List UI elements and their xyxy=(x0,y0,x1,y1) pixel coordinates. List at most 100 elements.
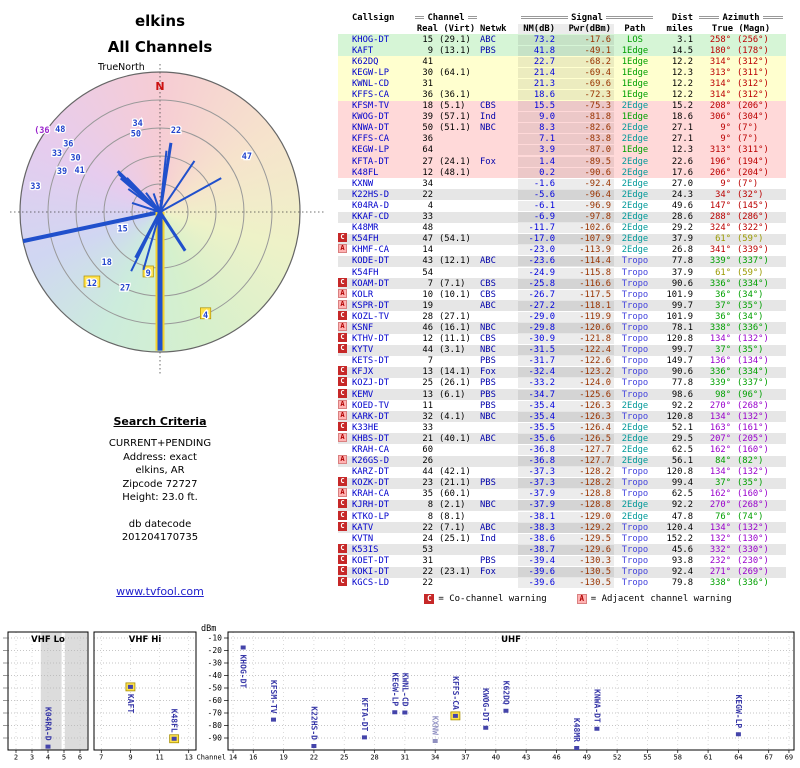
radar-channel-label: 48 xyxy=(55,125,65,135)
station-marker xyxy=(452,713,458,718)
channel-tick-label: 64 xyxy=(734,754,742,762)
table-row: C KOAM-DT 7 (7.1) CBS -25.8 -116.6 Tropo 90.6 336… xyxy=(338,277,786,290)
azimuth-magnetic-cell: (59°) xyxy=(737,234,764,245)
azimuth-true-cell: 37° xyxy=(715,478,731,489)
station-callsign-label: K48MR xyxy=(572,718,581,742)
callsign-cell: KSPR-DT xyxy=(352,300,390,311)
channel-tick-label: 5 xyxy=(62,754,66,762)
noise-margin-cell: -37.3 xyxy=(518,467,558,478)
azimuth-true-cell: 338° xyxy=(709,322,731,333)
distance-cell: 12.2 xyxy=(671,90,693,101)
co-channel-warning-badge: C xyxy=(338,233,347,243)
path-cell: Tropo xyxy=(621,533,649,544)
path-cell: Tropo xyxy=(621,322,649,333)
page-subtitle: All Channels xyxy=(107,38,213,56)
power-cell: -69.4 xyxy=(558,67,614,78)
path-cell: 2Edge xyxy=(621,167,649,178)
radar-label-highlight xyxy=(200,307,212,320)
path-cell: 1Edge xyxy=(621,112,649,123)
distance-cell: 120.8 xyxy=(666,411,693,422)
adjacent-channel-warning-badge: A xyxy=(338,299,347,309)
radar-channel-label: 33 xyxy=(30,182,40,192)
channel-tick-label: 67 xyxy=(765,754,773,762)
co-channel-warning-badge: C xyxy=(338,377,347,387)
radar-pointer-line xyxy=(159,150,168,213)
table-row: KARZ-DT 44 (42.1) -37.3 -128.2 Tropo 120.8 134°… xyxy=(338,466,786,478)
radar-channel-label: 22 xyxy=(171,126,181,136)
azimuth-true-cell: 338° xyxy=(709,578,731,589)
signal-group-header: Signal xyxy=(518,13,656,23)
azimuth-magnetic-cell: (132°) xyxy=(737,411,769,422)
datecode-value: 201204170735 xyxy=(121,532,199,543)
table-row: KETS-DT 7 PBS -31.7 -122.6 Tropo 149.7 136° (134… xyxy=(338,355,786,367)
station-callsign-label: KFFS-CA xyxy=(451,676,460,710)
table-row: KAFT 9 (13.1) PBS 41.8 -49.1 1Edge 14.5 180° (178… xyxy=(338,45,786,57)
noise-margin-cell: -17.0 xyxy=(518,234,558,245)
tvfool-link[interactable]: www.tvfool.com xyxy=(116,585,204,598)
azimuth-true-cell: 134° xyxy=(709,334,731,345)
warning-cell: A xyxy=(338,299,352,312)
miles-header: miles xyxy=(666,23,693,34)
channel-tick-label: 58 xyxy=(674,754,682,762)
real-channel-cell: 44 xyxy=(422,345,433,356)
virtual-channel-cell: (27.1) xyxy=(439,311,471,322)
radar-pointer-line xyxy=(22,210,161,244)
table-body: KHOG-DT 15 (29.1) ABC 73.2 -17.6 LOS 3.1 258° (25… xyxy=(338,34,786,589)
azimuth-magnetic-cell: (312°) xyxy=(737,90,769,101)
table-row: K04RA-D 4 -6.1 -96.9 2Edge 49.6 147° (145°) xyxy=(338,200,786,212)
radar-pointer-line xyxy=(159,177,222,213)
table-group-header-row: Callsign Channel Signal Dist Azimuth xyxy=(338,12,786,23)
path-cell: 2Edge xyxy=(621,189,649,200)
azimuth-magnetic-cell: (34°) xyxy=(737,289,764,300)
distance-cell: 56.1 xyxy=(671,456,693,467)
network-cell: Ind xyxy=(480,112,496,123)
table-row: K48MR 48 -11.7 -102.6 2Edge 29.2 324° (322°) xyxy=(338,222,786,234)
callsign-cell: K48MR xyxy=(352,223,379,234)
co-channel-legend-text: = Co-channel warning xyxy=(438,594,547,604)
azimuth-true-cell: 232° xyxy=(709,555,731,566)
co-channel-warning-badge: C xyxy=(338,554,347,564)
station-marker xyxy=(735,732,741,737)
azimuth-true-cell: 336° xyxy=(709,367,731,378)
azimuth-magnetic-cell: (334°) xyxy=(737,367,769,378)
virtual-channel-cell: (7.1) xyxy=(439,522,466,533)
azimuth-magnetic-cell: (312°) xyxy=(737,56,769,67)
criteria-line: elkins, AR xyxy=(135,465,185,476)
azimuth-magnetic-cell: (32°) xyxy=(737,189,764,200)
power-cell: -87.0 xyxy=(558,145,614,156)
noise-margin-cell: -23.6 xyxy=(518,256,558,267)
callsign-cell: KFJX xyxy=(352,367,374,378)
callsign-cell: K26GS-D xyxy=(352,456,390,467)
callsign-cell: KHMF-CA xyxy=(352,245,390,256)
table-row: A KHBS-DT 21 (40.1) ABC -35.6 -126.5 2Edge 29.5 2… xyxy=(338,432,786,445)
power-cell: -126.5 xyxy=(558,433,614,444)
real-channel-cell: 9 xyxy=(427,45,433,56)
true-magn-header: True (Magn) xyxy=(711,23,771,34)
real-channel-cell: 22 xyxy=(422,522,433,533)
azimuth-true-cell: 339° xyxy=(709,378,731,389)
warning-cell: A xyxy=(338,455,352,467)
callsign-cell: KOZJ-DT xyxy=(352,378,390,389)
callsign-cell: K62DQ xyxy=(352,56,379,67)
power-cell: -83.8 xyxy=(558,134,614,145)
path-cell: Tropo xyxy=(621,356,649,367)
azimuth-magnetic-cell: (134°) xyxy=(737,356,769,367)
pwr-header: Pwr(dBm) xyxy=(558,23,614,34)
table-row: KKAF-CD 33 -6.9 -97.8 2Edge 28.6 288° (286°) xyxy=(338,211,786,223)
station-callsign-label: KNWA-DT xyxy=(592,689,601,723)
path-cell: 2Edge xyxy=(621,101,649,112)
real-channel-cell: 33 xyxy=(422,422,433,433)
network-cell: PBS xyxy=(480,378,496,389)
virtual-channel-cell: (60.1) xyxy=(439,489,471,500)
search-criteria-heading: Search Criteria xyxy=(113,415,207,428)
warning-cell: C xyxy=(338,333,352,345)
noise-margin-cell: -36.8 xyxy=(518,445,558,456)
real-channel-cell: 31 xyxy=(422,78,433,89)
table-row: A KOLR 10 (10.1) CBS -26.7 -117.5 Tropo 101.9 36°… xyxy=(338,288,786,301)
noise-margin-cell: -11.7 xyxy=(518,223,558,234)
station-callsign-label: KFTA-DT xyxy=(360,698,369,732)
real-channel-cell: 50 xyxy=(422,123,433,134)
path-cell: Tropo xyxy=(621,489,649,500)
noise-margin-cell: 3.9 xyxy=(518,145,558,156)
